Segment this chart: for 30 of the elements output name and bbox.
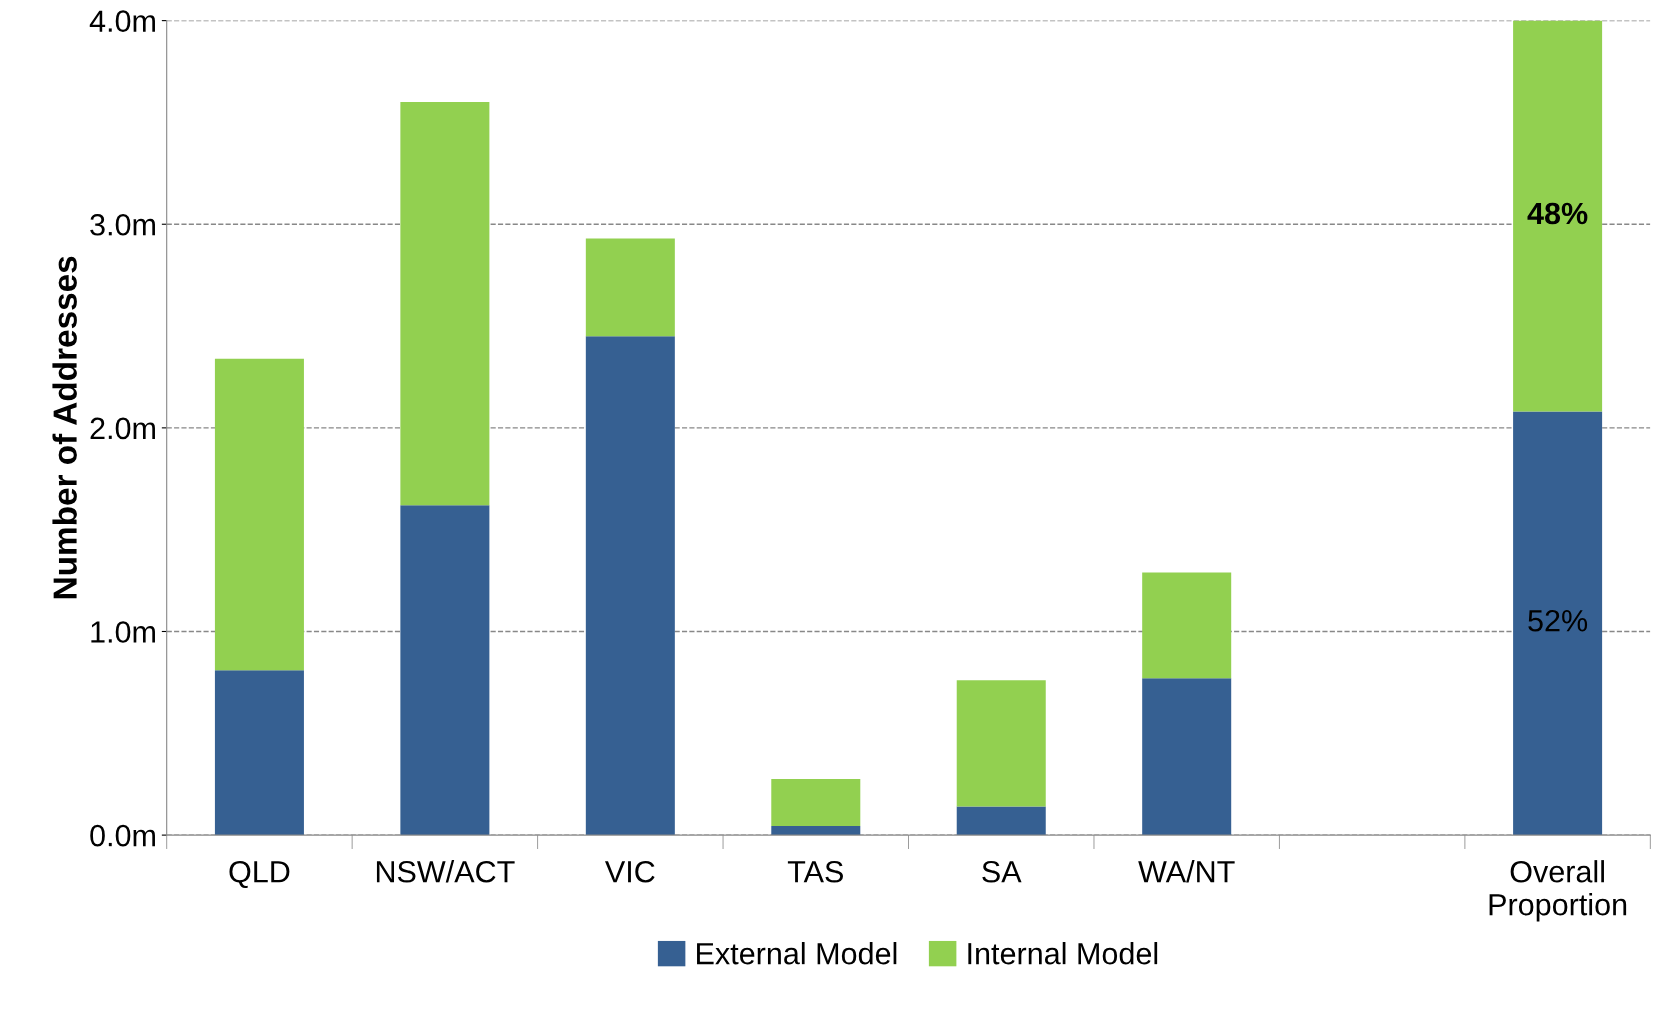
y-tick-label: 3.0m — [90, 213, 155, 236]
x-tick-label: Overall Proportion — [1489, 860, 1627, 922]
bar — [1142, 678, 1232, 836]
y-axis-title: Number of Addresses — [52, 256, 77, 599]
annotation: 52% — [1528, 609, 1588, 632]
bar — [1142, 572, 1232, 679]
bar — [400, 505, 490, 836]
x-tick-label: TAS — [787, 860, 843, 883]
y-tick-label: 4.0m — [89, 10, 155, 32]
x-tick-label: WA/NT — [1138, 860, 1235, 883]
bar — [214, 670, 304, 836]
bar — [214, 358, 304, 671]
bar — [1513, 411, 1603, 836]
x-tick-label: VIC — [605, 860, 655, 883]
legend-label: Internal Model — [968, 942, 1158, 965]
bar — [956, 806, 1046, 836]
x-tick-label: SA — [982, 860, 1022, 883]
y-tick-label: 1.0m — [91, 621, 155, 643]
x-tick-label: NSW/ACT — [376, 860, 515, 883]
legend-label: External Model — [697, 942, 897, 965]
bar — [585, 336, 675, 836]
bar — [956, 680, 1046, 807]
y-tick-label: 0.0m — [90, 824, 155, 847]
x-tick-label: QLD — [229, 860, 290, 889]
y-tick-label: 2.0m — [90, 417, 155, 440]
bar — [1513, 20, 1603, 412]
bar — [400, 102, 490, 506]
annotation: 48% — [1527, 202, 1588, 225]
bar — [771, 779, 861, 826]
bar — [585, 238, 675, 337]
